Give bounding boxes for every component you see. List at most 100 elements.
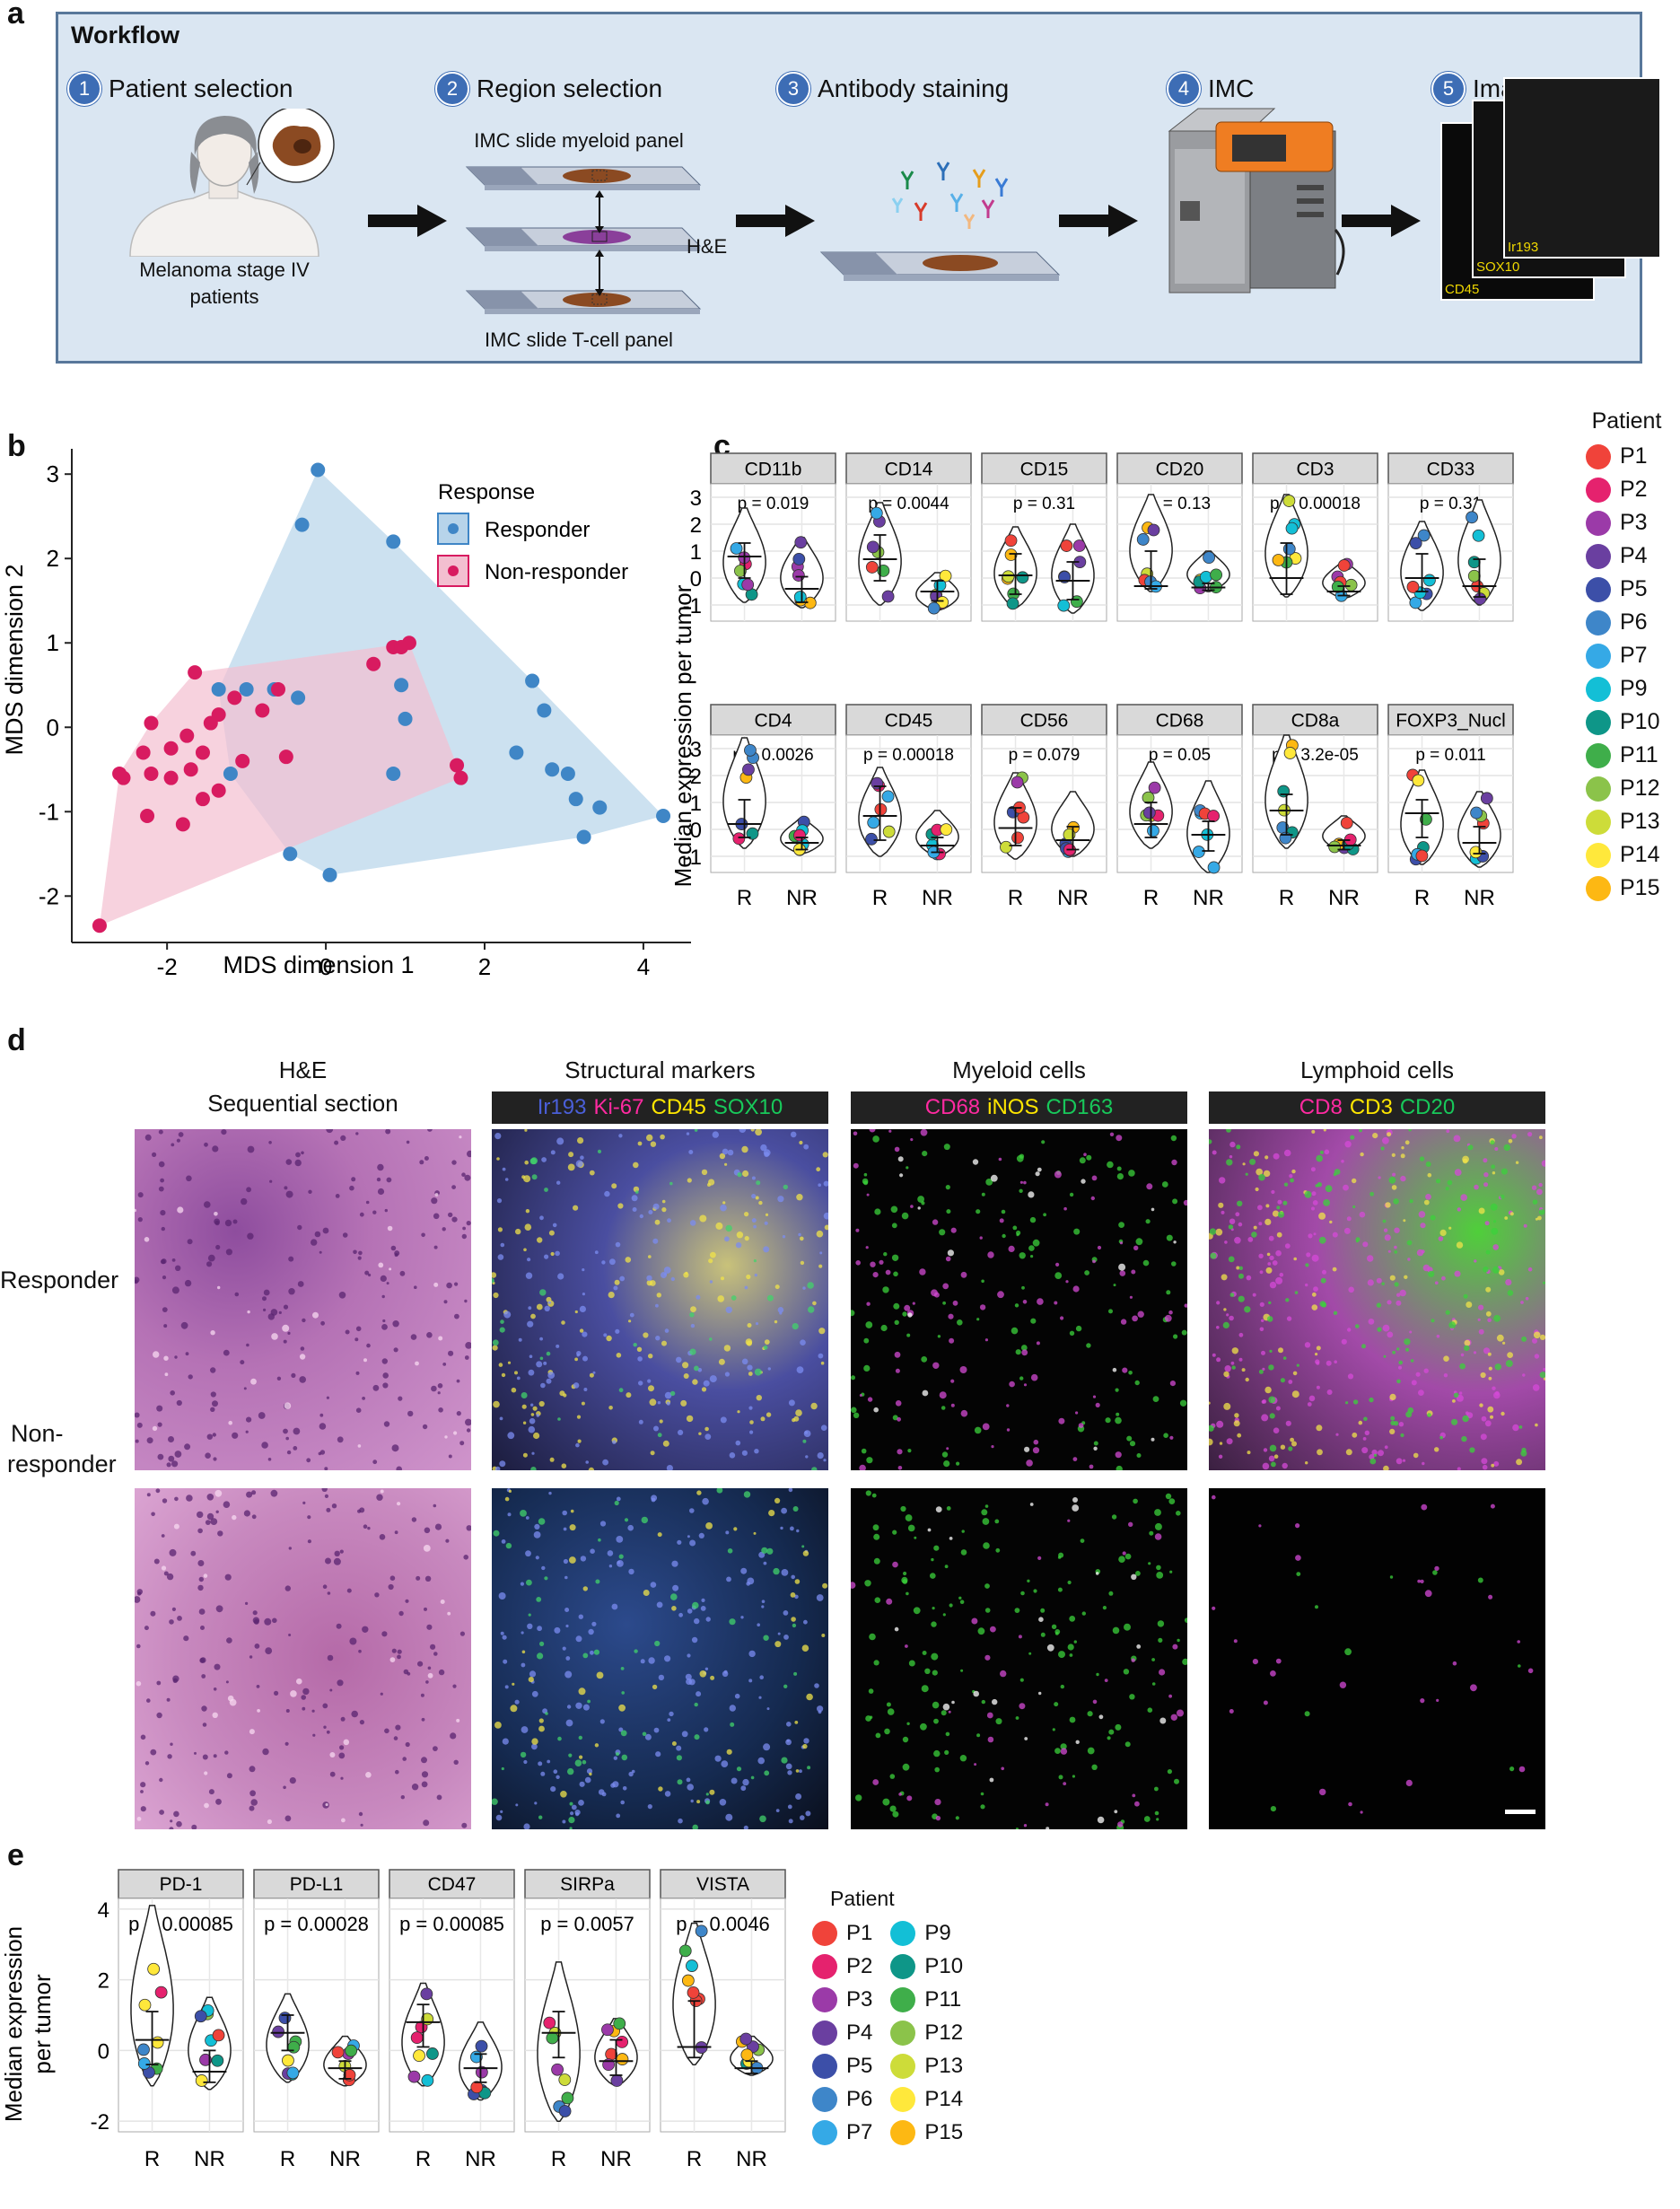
cell-mark [720, 1416, 727, 1424]
cell-mark [765, 1213, 769, 1216]
cell-mark [648, 1255, 652, 1258]
cell-mark [1501, 1168, 1508, 1175]
mds-point-responder [386, 534, 401, 549]
cell-mark [363, 1358, 367, 1363]
patient-label: P9 [1620, 676, 1648, 701]
cell-mark [676, 1745, 682, 1751]
cell-mark [1324, 1149, 1330, 1155]
cell-mark [618, 1388, 624, 1393]
cell-mark [176, 1399, 182, 1407]
cell-mark [433, 1282, 439, 1287]
cell-mark [229, 1698, 237, 1706]
cell-mark [984, 1338, 988, 1342]
cell-mark [942, 1283, 949, 1290]
cell-mark [296, 1678, 302, 1685]
cell-mark [416, 1575, 421, 1581]
cell-mark [426, 1624, 433, 1630]
cell-mark [264, 1617, 272, 1626]
cell-mark [574, 1759, 582, 1766]
cell-mark [803, 1144, 809, 1150]
cell-mark [421, 1717, 425, 1722]
cell-mark [136, 1680, 142, 1687]
patient-point [1060, 539, 1073, 552]
cell-mark [250, 1378, 257, 1385]
cell-mark [1389, 1393, 1396, 1400]
cell-mark [1273, 1153, 1280, 1160]
cell-mark [353, 1249, 357, 1255]
cell-mark [1456, 1241, 1464, 1249]
cell-mark [421, 1781, 428, 1788]
cell-mark [570, 1811, 574, 1816]
cell-mark [1285, 1298, 1290, 1302]
cell-mark [897, 1449, 903, 1455]
cell-mark [1219, 1442, 1223, 1445]
cell-mark [1345, 1449, 1352, 1456]
cell-mark [391, 1648, 397, 1653]
arrow-icon [1342, 205, 1421, 237]
mds-x-axis-label: MDS dimension 1 [223, 951, 414, 978]
cell-mark [1156, 1818, 1159, 1821]
cell-mark [171, 1258, 176, 1262]
cell-mark [163, 1324, 168, 1328]
cell-mark [921, 1685, 929, 1693]
cell-mark [755, 1129, 762, 1136]
cell-mark [514, 1371, 518, 1375]
cell-mark [1122, 1551, 1126, 1556]
cell-mark [1434, 1565, 1439, 1572]
micrograph-structural-responder [492, 1129, 828, 1470]
cell-mark [1075, 1740, 1080, 1744]
cell-mark [206, 1433, 213, 1440]
cell-mark [894, 1319, 899, 1325]
cell-mark [882, 1798, 890, 1806]
cell-mark [1133, 1245, 1139, 1250]
patient-dot [1586, 443, 1611, 469]
patient-label: P2 [846, 1953, 873, 1978]
cell-mark [1063, 1206, 1067, 1211]
facet-title: VISTA [696, 1874, 749, 1895]
cell-mark [544, 1188, 548, 1192]
cell-mark [620, 1730, 627, 1737]
cell-mark [807, 1282, 814, 1289]
facet-strip [710, 452, 836, 485]
cell-mark [337, 1679, 344, 1687]
cell-mark [1041, 1140, 1046, 1144]
cell-mark [1069, 1716, 1076, 1723]
cell-mark [302, 1318, 306, 1323]
cell-mark [329, 1771, 336, 1777]
cell-mark [424, 1575, 432, 1582]
cell-mark [436, 1794, 442, 1801]
cell-mark [1060, 1316, 1064, 1320]
cell-mark [920, 1722, 927, 1731]
cell-mark [384, 1728, 389, 1734]
cell-mark [1067, 1644, 1074, 1651]
cell-mark [203, 1573, 208, 1578]
cell-mark [1343, 1227, 1351, 1234]
cell-mark [637, 1356, 643, 1362]
facet-strip [1387, 704, 1514, 736]
cell-mark [709, 1337, 713, 1341]
cell-mark [1172, 1644, 1178, 1650]
cell-mark [984, 1583, 990, 1589]
cell-mark [1089, 1464, 1094, 1469]
cell-mark [758, 1200, 763, 1205]
cell-mark [792, 1623, 797, 1628]
cell-mark [161, 1534, 165, 1538]
cell-mark [368, 1273, 372, 1277]
cell-mark [1503, 1144, 1510, 1152]
cell-mark [1228, 1256, 1235, 1263]
cell-mark [1023, 1180, 1027, 1185]
patient-point [681, 1974, 695, 1987]
cell-mark [324, 1467, 328, 1470]
x-category-label: NR [1193, 886, 1224, 910]
cell-mark [563, 1393, 567, 1398]
cell-mark [1212, 1606, 1216, 1610]
cell-mark [1268, 1396, 1276, 1404]
cell-mark [253, 1618, 259, 1625]
cell-mark [451, 1160, 457, 1165]
cell-mark [793, 1416, 800, 1422]
cell-mark [775, 1809, 780, 1812]
cell-mark [790, 1526, 794, 1531]
cell-mark [716, 1488, 723, 1494]
facet-title: CD3 [1296, 459, 1334, 479]
patient-point [278, 2012, 292, 2025]
